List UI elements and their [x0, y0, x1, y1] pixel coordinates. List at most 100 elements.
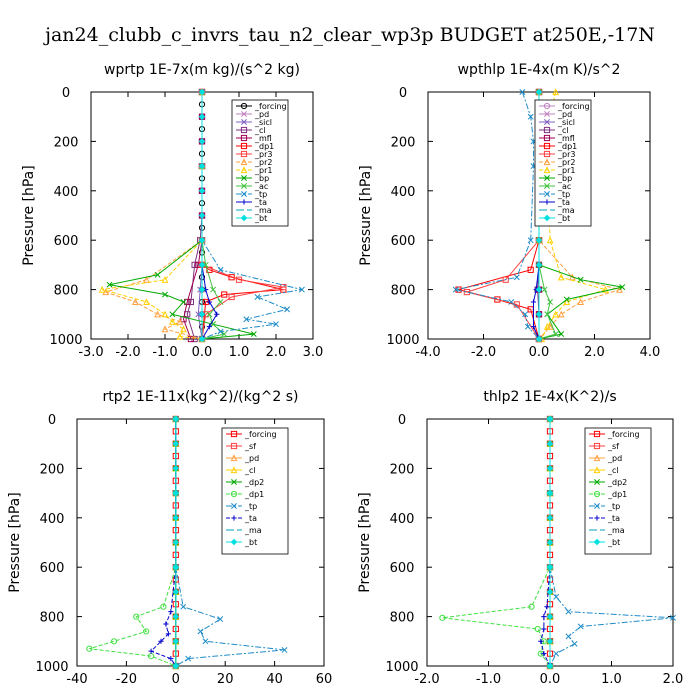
data-point_bp: [577, 276, 584, 283]
data-point_tp: [254, 294, 261, 300]
legend-marker: [543, 134, 551, 142]
legend-box: [231, 99, 289, 227]
series-line_dp1: [89, 419, 177, 667]
legend-label: _pr2: [254, 158, 272, 167]
x-tick-label: 3.0: [303, 345, 324, 360]
legend-label: _pr2: [557, 158, 575, 167]
legend-label: _pd: [244, 454, 259, 463]
legend-marker: [240, 102, 248, 110]
data-point_pr1: [180, 325, 187, 333]
data-point_ac: [217, 298, 224, 305]
data-point_pr1: [161, 276, 169, 283]
legend-label: _ac: [557, 182, 571, 191]
legend-label: _ta: [607, 514, 620, 523]
legend-label: _ta: [557, 198, 570, 207]
data-point_bt: [535, 261, 543, 269]
legend-label: _cl: [244, 466, 256, 475]
data-point_tp: [522, 311, 529, 318]
data-point_pr1: [168, 317, 176, 325]
y-tick-label: 800: [390, 611, 415, 626]
chart-panel-4: thlp2 1E-4x(K^2)/s -2.0 -1.0 0.0 1.0 2.0 0 200 4…: [357, 389, 683, 687]
data-point_ta: [158, 638, 164, 644]
data-point_tp: [577, 623, 584, 630]
chart-panel-3: rtp2 1E-11x(kg^2)/(kg^2 s)-40 -20 0 20 40 600…: [7, 389, 332, 687]
data-point_pr2: [577, 298, 585, 306]
legend-marker: [543, 214, 551, 222]
data-point_bt: [172, 563, 180, 571]
legend-marker: [543, 166, 551, 174]
y-axis-label: Pressure [hPa]: [357, 492, 373, 592]
y-tick-label: 400: [54, 185, 79, 200]
legend-label: _pr1: [254, 166, 272, 175]
data-point_bp: [250, 331, 257, 338]
y-tick-label: 0: [62, 86, 70, 101]
legend-marker: [593, 454, 601, 462]
data-point_tp: [202, 638, 209, 645]
series-line_dp1: [442, 419, 551, 667]
x-tick-label: 0: [172, 672, 180, 687]
legend-label: _bp: [557, 174, 572, 183]
data-point_bt: [198, 261, 206, 269]
data-point_bt: [172, 465, 180, 472]
data-point_ac: [541, 286, 548, 293]
y-axis-label: Pressure [hPa]: [21, 165, 37, 265]
x-tick-label: 40: [266, 672, 283, 687]
y-tick-label: 800: [391, 284, 416, 299]
x-tick-label: 1.0: [229, 345, 250, 360]
data-point_bt: [535, 286, 543, 293]
legend-marker: [230, 442, 238, 450]
data-point_bt: [172, 613, 180, 620]
data-point_pr2: [131, 298, 139, 306]
y-tick-label: 200: [54, 135, 79, 150]
data-point_tp: [298, 286, 305, 293]
series-line_ta: [150, 419, 177, 667]
legend-marker: [544, 111, 550, 117]
legend-marker: [544, 119, 550, 125]
data-point_ac: [221, 331, 228, 338]
data-point_bt: [546, 539, 554, 546]
legend-marker: [241, 199, 247, 205]
data-point_cl: [191, 261, 198, 268]
panel-title: wpthlp 1E-4x(m K)/s^2: [458, 62, 621, 78]
x-tick-label: -3.0: [78, 345, 103, 360]
figure-title: jan24_clubb_c_invrs_tau_n2_clear_wp3p BU…: [43, 24, 655, 46]
legend-marker: [240, 158, 248, 166]
legend-label: _pr1: [557, 166, 575, 175]
data-point_pr3: [280, 284, 287, 291]
data-point_bp: [106, 281, 113, 288]
x-tick-label: -2.0: [471, 345, 496, 360]
legend-label: _tp: [244, 502, 257, 511]
data-point_bt: [535, 236, 543, 244]
legend-marker: [241, 119, 247, 125]
legend-label: _pr3: [557, 150, 575, 159]
data-point_ta: [206, 324, 212, 330]
panel-title: wprtp 1E-7x(m kg)/(s^2 kg): [104, 62, 300, 78]
legend-marker: [240, 142, 248, 150]
data-point_tp: [281, 646, 288, 653]
data-point_dp1: [143, 628, 150, 635]
x-tick-label: -20: [116, 672, 137, 687]
legend: _forcing_pd_sicl_cl_mfl_dp1_pr3_pr2_pr1_…: [231, 99, 289, 227]
data-point_bt: [198, 310, 206, 318]
data-point_bt: [546, 662, 554, 670]
data-point_mfl: [184, 298, 191, 306]
data-point_pr1: [543, 322, 551, 330]
legend-marker: [241, 111, 247, 117]
plot-area: [98, 88, 305, 343]
data-point_bt: [172, 514, 180, 522]
panel-title: thlp2 1E-4x(K^2)/s: [483, 389, 616, 405]
data-point_pr2: [616, 285, 623, 293]
legend-label: _pd: [254, 110, 269, 119]
y-axis-label: Pressure [hPa]: [358, 165, 374, 265]
data-point_pr1: [602, 285, 610, 293]
data-point_bp: [619, 284, 626, 291]
legend-label: _ma: [244, 526, 262, 535]
legend-marker: [240, 126, 248, 134]
legend-label: _sf: [607, 442, 619, 451]
data-point_ta: [530, 299, 537, 305]
legend-marker: [230, 454, 238, 462]
y-axis-label: Pressure [hPa]: [7, 492, 23, 592]
legend-marker: [544, 191, 550, 197]
plot-frame: [76, 418, 325, 667]
data-point_pr2: [154, 310, 162, 318]
